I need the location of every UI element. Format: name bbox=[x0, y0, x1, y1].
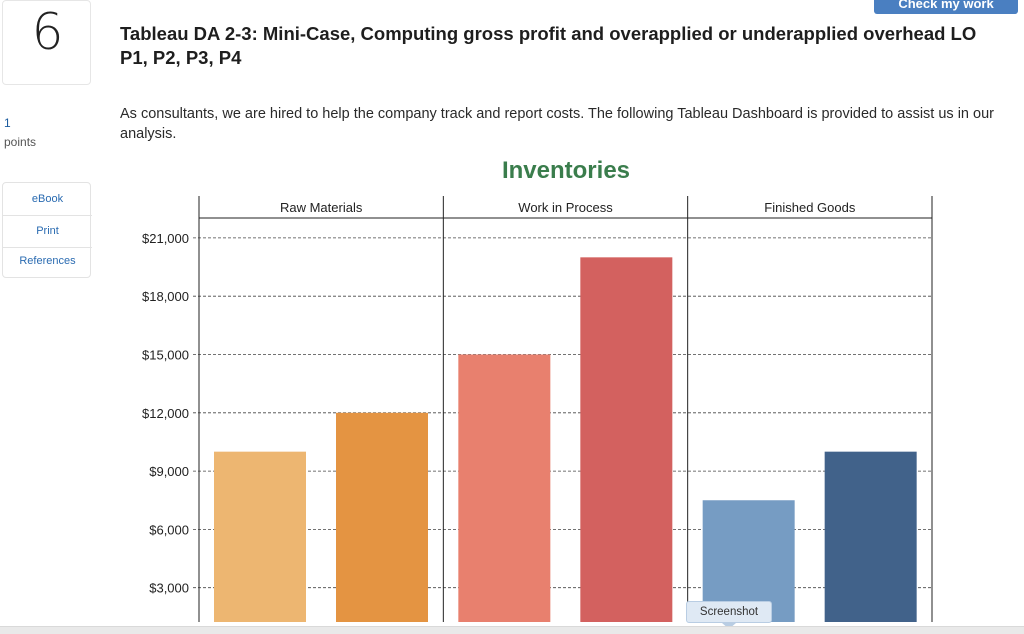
y-tick-label: $9,000 bbox=[149, 464, 189, 479]
y-tick-label: $12,000 bbox=[142, 406, 189, 421]
question-title: Tableau DA 2-3: Mini-Case, Computing gro… bbox=[120, 23, 977, 68]
panel-header-label: Raw Materials bbox=[280, 200, 363, 215]
references-link[interactable]: References bbox=[19, 255, 76, 267]
bar-raw-materials-2 bbox=[336, 412, 428, 622]
question-intro: As consultants, we are hired to help the… bbox=[120, 106, 994, 142]
y-tick-label: $3,000 bbox=[149, 581, 189, 596]
panel-header-label: Work in Process bbox=[518, 200, 613, 215]
screenshot-button[interactable]: Screenshot bbox=[686, 601, 772, 623]
y-tick-label: $21,000 bbox=[142, 231, 189, 246]
ebook-link[interactable]: eBook bbox=[31, 193, 64, 205]
bar-work-in-process-2 bbox=[580, 257, 673, 622]
points-value: 1 bbox=[4, 116, 11, 130]
question-number-box: 6 bbox=[2, 0, 91, 85]
resource-links: eBook Print References bbox=[2, 182, 92, 278]
check-my-work-button[interactable]: Check my work bbox=[874, 0, 1018, 14]
divider bbox=[3, 215, 92, 216]
question-number: 6 bbox=[31, 3, 64, 61]
bar-raw-materials-1 bbox=[214, 451, 306, 622]
chart-title: Inventories bbox=[501, 157, 631, 184]
bar-finished-goods-2 bbox=[824, 451, 917, 622]
points-label: points bbox=[4, 135, 37, 149]
print-link[interactable]: Print bbox=[36, 225, 59, 237]
divider bbox=[3, 247, 92, 248]
y-tick-label: $15,000 bbox=[142, 348, 189, 363]
y-tick-label: $18,000 bbox=[142, 289, 189, 304]
bar-work-in-process-1 bbox=[458, 354, 551, 622]
bottom-scroll-bar bbox=[0, 626, 1024, 634]
y-tick-label: $6,000 bbox=[149, 522, 189, 537]
panel-header-label: Finished Goods bbox=[764, 200, 856, 215]
